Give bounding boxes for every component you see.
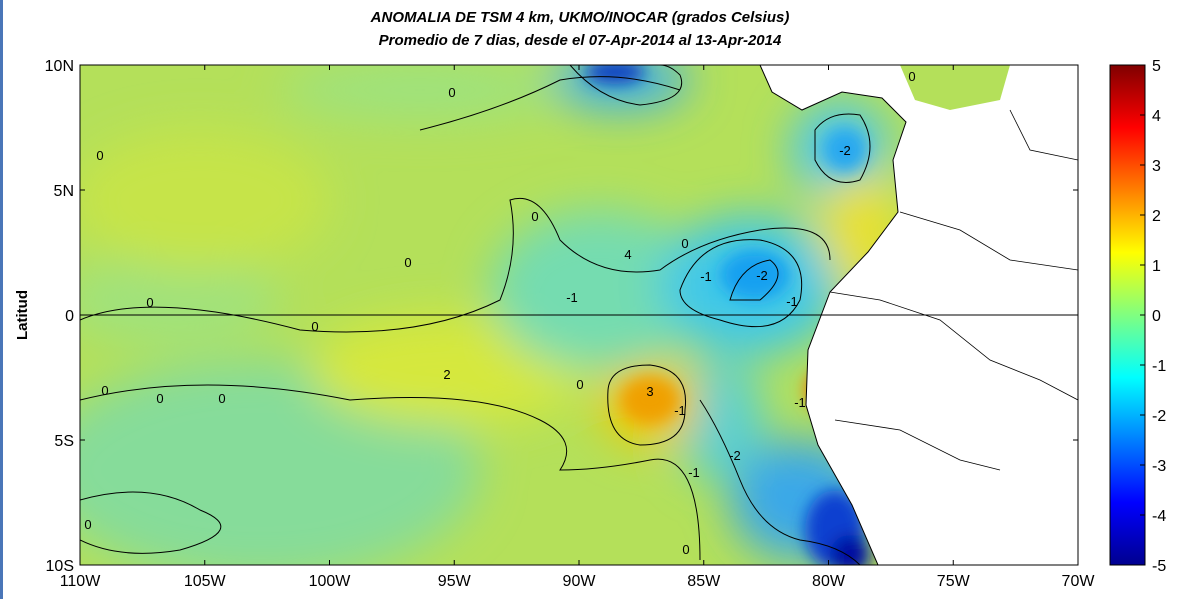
contour-label: 0 <box>531 209 538 224</box>
contour-label: 0 <box>146 295 153 310</box>
y-tick-label: 10S <box>46 558 74 575</box>
contour-label: -1 <box>566 290 578 305</box>
contour-label: 0 <box>404 255 411 270</box>
x-tick-label: 75W <box>937 573 971 590</box>
x-tick-label: 95W <box>438 573 472 590</box>
contour-label: 0 <box>96 148 103 163</box>
y-tick-label: 10N <box>45 58 74 75</box>
contour-label: 0 <box>84 517 91 532</box>
colorbar-tick-label: -1 <box>1152 358 1166 375</box>
contour-label: 0 <box>682 542 689 557</box>
colorbar-tick-label: 5 <box>1152 58 1161 75</box>
contour-label: 0 <box>448 85 455 100</box>
x-tick-label: 110W <box>60 573 102 590</box>
colorbar-tick-label: -4 <box>1152 508 1166 525</box>
contour-label: 0 <box>156 391 163 406</box>
colorbar-tick-label: -2 <box>1152 408 1166 425</box>
contour-label: -1 <box>688 465 700 480</box>
x-tick-label: 105W <box>184 573 227 590</box>
contour-label: -2 <box>756 268 768 283</box>
y-tick-label: 5S <box>54 433 74 450</box>
contour-label: 0 <box>218 391 225 406</box>
contour-label: 3 <box>646 384 653 399</box>
x-tick-label: 100W <box>309 573 352 590</box>
colorbar-tick-label: 0 <box>1152 308 1161 325</box>
contour-label: 4 <box>624 247 631 262</box>
contour-label: -1 <box>786 294 798 309</box>
contour-label: 0 <box>101 383 108 398</box>
window-edge <box>0 0 3 599</box>
x-tick-label: 80W <box>812 573 846 590</box>
x-tick-label: 70W <box>1062 573 1096 590</box>
colorbar <box>1109 64 1146 566</box>
contour-label: 0 <box>311 319 318 334</box>
y-tick-label: 5N <box>54 183 74 200</box>
contour-label: -1 <box>674 403 686 418</box>
colorbar-tick-label: -5 <box>1152 558 1166 575</box>
colorbar-tick-label: 1 <box>1152 258 1161 275</box>
colorbar-tick-label: 3 <box>1152 158 1161 175</box>
sea <box>900 65 1010 110</box>
y-axis-label: Latitud <box>14 290 31 340</box>
map-title: ANOMALIA DE TSM 4 km, UKMO/INOCAR (grado… <box>370 9 790 26</box>
border <box>829 109 1078 471</box>
colorbar-tick-label: 4 <box>1152 108 1161 125</box>
colorbar-tick-label: 2 <box>1152 208 1161 225</box>
contours <box>80 65 871 565</box>
colorbar-tick-label: -3 <box>1152 458 1166 475</box>
contour-label: -2 <box>839 143 851 158</box>
contour-label: 2 <box>443 367 450 382</box>
contour-label: 0 <box>908 69 915 84</box>
contour-label: -2 <box>729 448 741 463</box>
contour-label: -1 <box>700 269 712 284</box>
x-tick-label: 85W <box>687 573 721 590</box>
anomaly-field: 0 0 0 0 0 0 0 0 0 0 0 0 0 0 -1 -1 -1 -1 -1 -1 -2 -2 -2 2 3 4 <box>80 65 1078 565</box>
coastline <box>759 65 1078 565</box>
contour-label: 0 <box>576 377 583 392</box>
y-tick-label: 0 <box>65 308 74 325</box>
x-tick-label: 90W <box>563 573 597 590</box>
contour-label: -1 <box>794 395 806 410</box>
map-subtitle: Promedio de 7 dias, desde el 07-Apr-2014… <box>379 32 782 49</box>
contour-label: 0 <box>681 236 688 251</box>
